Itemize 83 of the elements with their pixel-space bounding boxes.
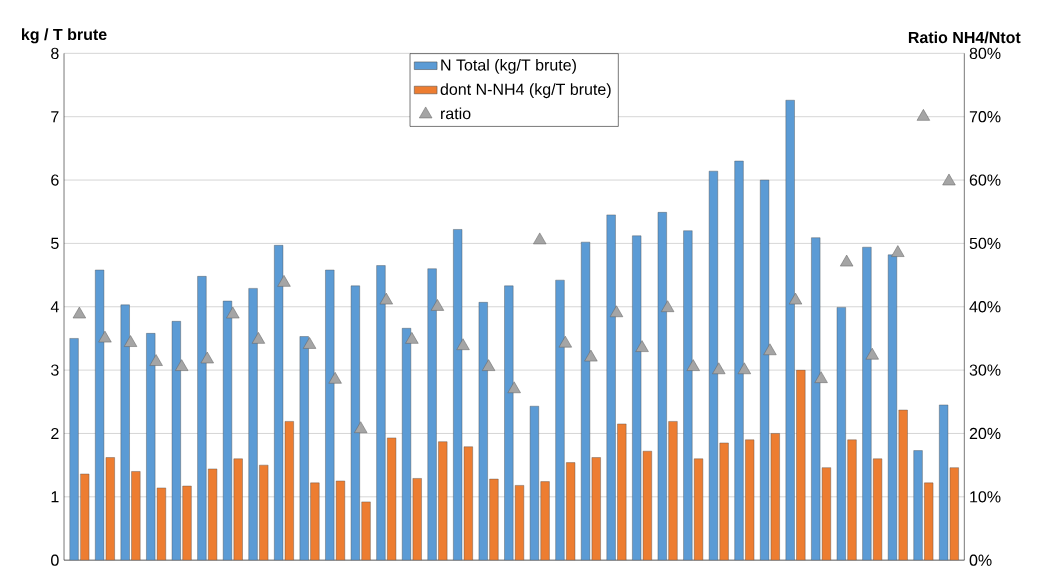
point (840, 255, 854, 267)
y-tick-label: 3 (51, 364, 59, 377)
bar (504, 285, 514, 561)
point (891, 245, 905, 258)
bar (719, 443, 729, 561)
point (430, 299, 445, 311)
bar (734, 161, 744, 561)
y2-tick-label: 60% (969, 174, 1001, 186)
bar (683, 230, 693, 561)
bar (69, 338, 79, 561)
point (737, 362, 751, 375)
y-tick-label: 8 (51, 47, 59, 60)
bar (376, 265, 386, 561)
bar (182, 486, 192, 561)
point (72, 307, 86, 319)
y-tick-label: 1 (51, 491, 59, 503)
point (379, 293, 393, 305)
bar (785, 100, 795, 561)
point (609, 305, 624, 318)
point (507, 381, 521, 394)
point (712, 362, 726, 375)
point (942, 173, 956, 186)
y2-tick-label: 30% (969, 364, 1001, 377)
bar (862, 247, 872, 561)
bar (248, 288, 258, 561)
bar (310, 482, 320, 561)
y-tick-label: 0 (51, 554, 59, 567)
point (302, 337, 317, 349)
y-tick-label: 6 (51, 174, 59, 186)
point (226, 307, 240, 319)
bar (197, 276, 207, 561)
bar (796, 370, 806, 561)
point (865, 348, 879, 360)
point (328, 372, 342, 384)
y2-tick-label: 80% (969, 47, 1001, 60)
legend-label: N Total (kg/T brute) (441, 59, 576, 75)
y2-tick-label: 50% (969, 237, 1001, 250)
bar (131, 471, 141, 561)
point (123, 335, 138, 348)
point (763, 343, 777, 356)
point (277, 275, 291, 287)
y-tick-label: 7 (51, 111, 59, 123)
point (251, 332, 266, 344)
point (661, 300, 675, 313)
point (200, 351, 214, 364)
point (98, 331, 112, 343)
y2-axis-title: Ratio NH4/Ntot (908, 31, 1021, 44)
legend-label: ratio (441, 107, 471, 120)
bar (847, 439, 857, 561)
point (149, 354, 163, 367)
y2-tick-label: 40% (969, 301, 1001, 313)
point (354, 421, 368, 434)
y-tick-label: 2 (51, 428, 59, 440)
point (175, 359, 189, 372)
bar (540, 481, 550, 561)
y2-tick-label: 10% (970, 491, 1001, 503)
point (533, 232, 547, 245)
point (584, 350, 598, 362)
point (405, 332, 419, 344)
bar (489, 479, 499, 561)
bar (898, 410, 908, 561)
point (788, 293, 803, 305)
point (558, 336, 572, 348)
point (814, 371, 828, 384)
bar (668, 421, 678, 561)
legend-label: dont N-NH4 (kg/T brute) (440, 83, 611, 99)
y-tick-label: 4 (50, 301, 59, 313)
point (481, 359, 496, 372)
point (916, 109, 931, 121)
y-axis-title: kg / T brute (22, 28, 107, 44)
y-tick-label: 5 (51, 238, 59, 250)
y2-tick-label: 20% (969, 428, 1001, 440)
point (456, 338, 470, 351)
point (686, 359, 700, 372)
bar (361, 501, 371, 561)
bar (427, 268, 437, 561)
bar (555, 280, 565, 561)
bar (606, 214, 616, 561)
bar (233, 458, 243, 561)
y2-tick-label: 0% (969, 554, 992, 567)
bar (913, 450, 923, 561)
y2-tick-label: 70% (969, 111, 1001, 123)
point (635, 340, 649, 353)
